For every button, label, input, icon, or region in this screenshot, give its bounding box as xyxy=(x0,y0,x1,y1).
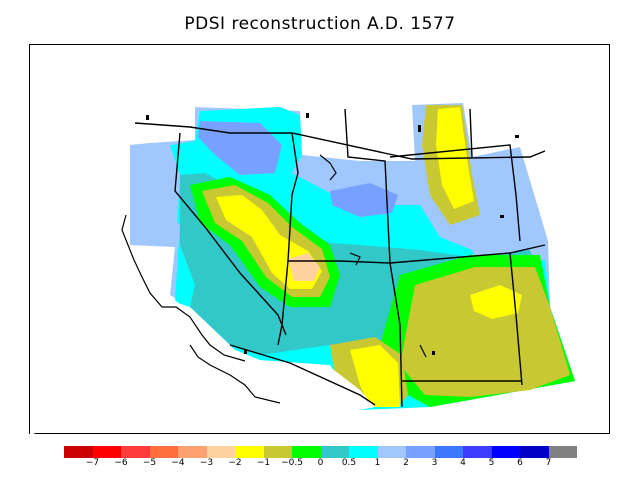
gulf-mask xyxy=(225,345,375,410)
colorbar-tick-label: −3 xyxy=(199,458,214,468)
colorbar-swatch xyxy=(434,446,463,458)
region-blue-northwest xyxy=(198,121,282,175)
colorbar-tick-label: 2 xyxy=(403,458,409,468)
colorbar-tick-label: −6 xyxy=(114,458,128,468)
region-peach-center xyxy=(288,253,320,281)
colorbar-tick-label: −2 xyxy=(228,458,242,468)
region-olive-southeast xyxy=(400,267,570,397)
colorbar-tick-label: 0 xyxy=(317,458,324,468)
colorbar-swatch xyxy=(548,446,577,458)
region-blue-center xyxy=(330,183,398,217)
colorbar-swatch xyxy=(320,446,349,458)
colorbar-tick-label: −7 xyxy=(85,458,100,468)
region-yellow-south xyxy=(350,345,400,407)
colorbar-tick-label: 4 xyxy=(460,458,466,468)
colorbar-swatch xyxy=(292,446,321,458)
colorbar-swatch xyxy=(463,446,492,458)
colorbar-swatch xyxy=(491,446,520,458)
colorbar-swatch xyxy=(64,446,93,458)
colorbar-tick-labels: −7 −6 −5 −4 −3 −2 −1 −0.5 0 0.5 1 2 3 4 5 6 7 xyxy=(0,458,640,474)
colorbar xyxy=(64,446,577,458)
colorbar-swatch xyxy=(178,446,207,458)
colorbar-tick-label: −5 xyxy=(142,458,157,468)
colorbar-swatch xyxy=(406,446,435,458)
colorbar-tick-label: 5 xyxy=(488,458,495,468)
colorbar-swatch xyxy=(263,446,292,458)
map-frame xyxy=(29,44,610,435)
map-title: PDSI reconstruction A.D. 1577 xyxy=(184,14,456,34)
colorbar-tick-label: −1 xyxy=(256,458,271,468)
colorbar-tick-label: 0.5 xyxy=(341,458,357,468)
colorbar-tick-label: 6 xyxy=(517,458,523,468)
colorbar-swatch xyxy=(235,446,264,458)
pacific-mask xyxy=(30,220,245,435)
pdsi-map xyxy=(30,103,575,435)
colorbar-swatch xyxy=(349,446,378,458)
colorbar-tick-label: 1 xyxy=(374,458,381,468)
colorbar-tick-label: 7 xyxy=(545,458,552,468)
colorbar-swatch xyxy=(149,446,178,458)
region-light-blue-west xyxy=(130,145,180,245)
colorbar-swatch xyxy=(92,446,121,458)
coastline xyxy=(121,154,427,404)
colorbar-swatch xyxy=(206,446,235,458)
colorbar-tick-label: −4 xyxy=(171,458,185,468)
state-boundaries xyxy=(134,108,546,408)
colorbar-swatch xyxy=(520,446,549,458)
lakes xyxy=(146,113,519,355)
colorbar-tick-label: −0.5 xyxy=(281,458,303,468)
colorbar-tick-label: 3 xyxy=(431,458,438,468)
colorbar-swatch xyxy=(121,446,150,458)
region-yellow-southeast xyxy=(470,285,522,319)
colorbar-swatch xyxy=(377,446,406,458)
